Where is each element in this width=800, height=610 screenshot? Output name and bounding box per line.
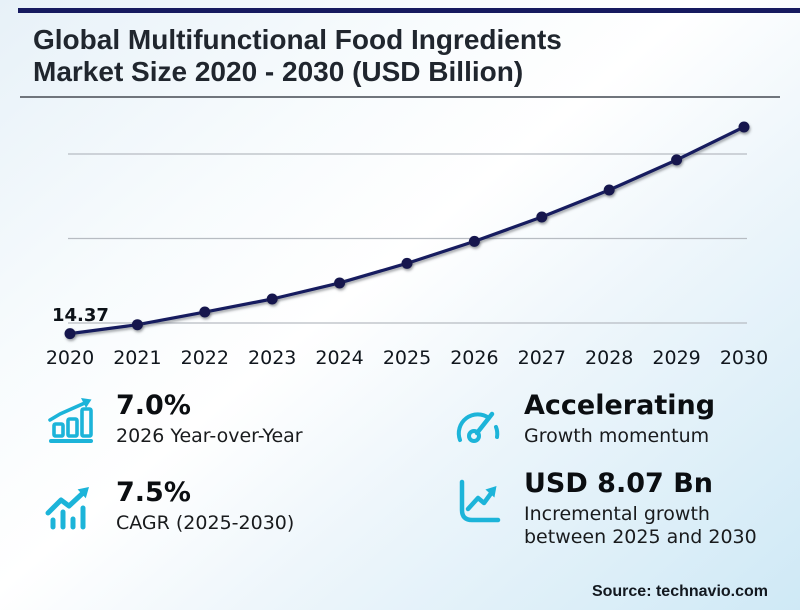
stat-value-yoy: 7.0% [116, 390, 191, 421]
axis-growth-arrow-icon [452, 468, 508, 530]
data-point-2027 [536, 211, 548, 223]
x-axis-label-2023: 2023 [248, 347, 296, 369]
x-axis-label-2029: 2029 [652, 347, 700, 369]
x-axis-label-2026: 2026 [450, 347, 498, 369]
data-point-2023 [266, 293, 278, 305]
x-axis-label-2022: 2022 [181, 347, 229, 369]
data-point-2030 [738, 121, 750, 133]
title-divider [20, 96, 780, 98]
stat-label-yoy: 2026 Year-over-Year [116, 425, 303, 447]
x-axis-label-2025: 2025 [383, 347, 431, 369]
page-title-line1: Global Multifunctional Food Ingredients [33, 24, 562, 55]
stat-value-incremental: USD 8.07 Bn [524, 468, 713, 499]
market-trend-line [68, 125, 746, 336]
data-point-2024 [334, 277, 346, 289]
speedometer-icon [452, 390, 508, 448]
data-point-2022 [199, 306, 211, 318]
x-axis-label-2020: 2020 [46, 347, 94, 369]
stat-label-momentum: Growth momentum [524, 425, 710, 447]
data-point-2021 [131, 319, 143, 331]
x-axis-label-2028: 2028 [585, 347, 633, 369]
data-point-2029 [671, 154, 683, 166]
stat-value-momentum: Accelerating [524, 390, 716, 421]
stat-cagr: 7.5% CAGR (2025-2030) [44, 477, 294, 535]
x-axis-label-2030: 2030 [720, 347, 768, 369]
x-axis-label-2027: 2027 [518, 347, 566, 369]
x-axis-label-2021: 2021 [113, 347, 161, 369]
trend-arrow-bars-icon [44, 477, 100, 535]
top-accent-line [18, 8, 800, 13]
stat-incremental-growth: USD 8.07 Bn Incremental growth between 2… [452, 468, 778, 549]
first-point-value-label: 14.37 [52, 305, 109, 326]
page-title: Global Multifunctional Food Ingredients … [33, 24, 763, 88]
data-point-2025 [401, 257, 413, 269]
data-point-2028 [603, 184, 615, 196]
stat-label-cagr: CAGR (2025-2030) [116, 512, 295, 534]
data-point-2020 [64, 328, 76, 340]
stat-label-incremental: Incremental growth between 2025 and 2030 [524, 503, 757, 548]
stat-value-cagr: 7.5% [116, 477, 191, 508]
x-axis-label-2024: 2024 [315, 347, 363, 369]
page-title-line2: Market Size 2020 - 2030 (USD Billion) [33, 56, 524, 87]
source-attribution: Source: technavio.com [591, 583, 768, 600]
bar-chart-rising-icon [44, 390, 100, 448]
data-point-2026 [468, 235, 480, 247]
stat-momentum: Accelerating Growth momentum [452, 390, 715, 448]
stat-yoy-growth: 7.0% 2026 Year-over-Year [44, 390, 303, 448]
